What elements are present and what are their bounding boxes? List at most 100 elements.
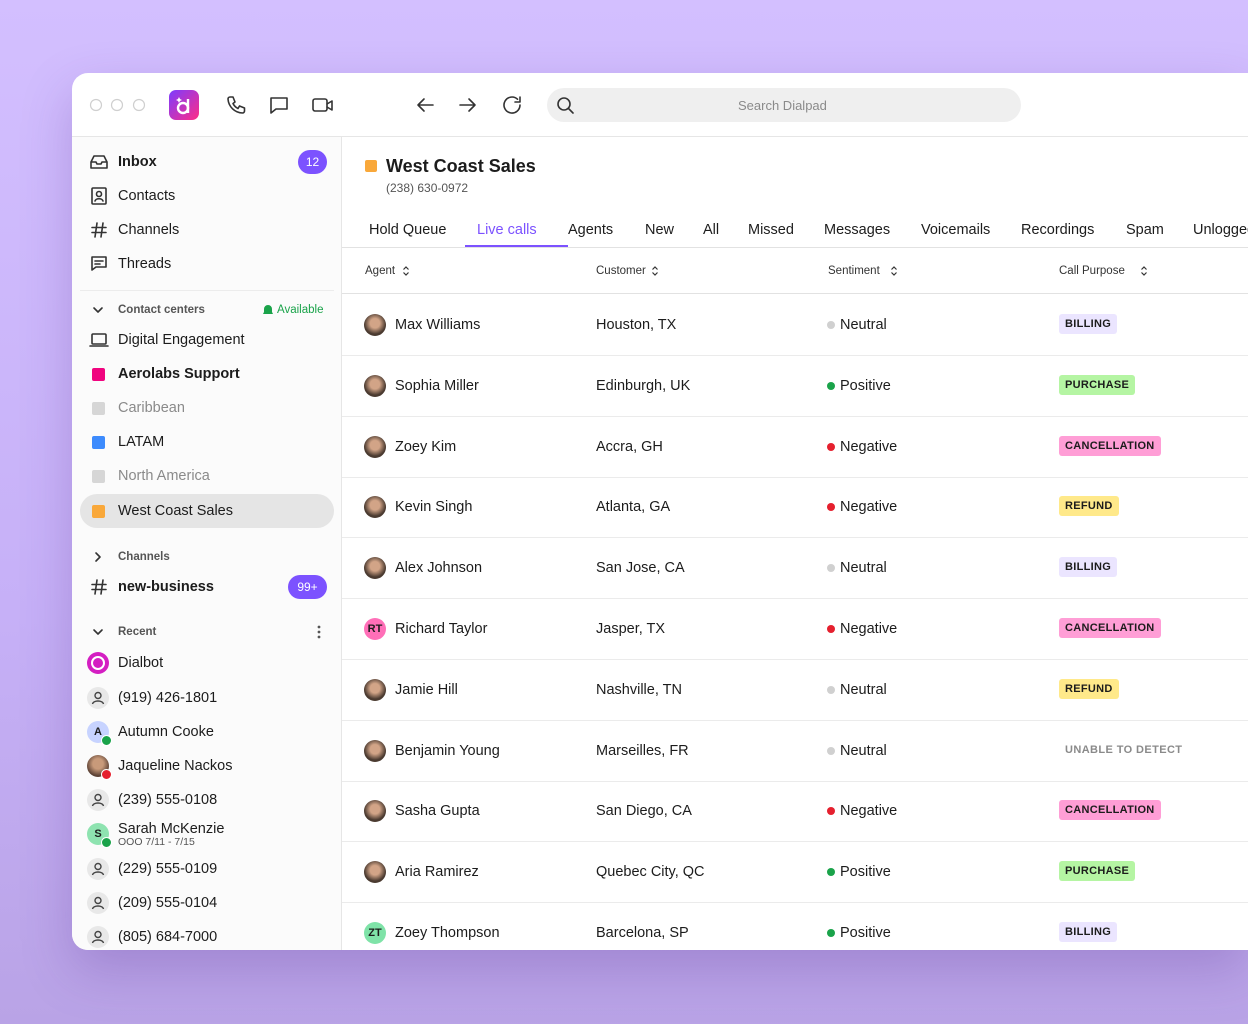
presence-dot	[101, 837, 112, 848]
row-divider	[342, 537, 1248, 539]
avatar	[87, 789, 109, 811]
row-divider	[342, 841, 1248, 843]
toolbar-divider	[72, 136, 1248, 137]
tabs-divider	[342, 247, 1248, 248]
row-divider	[342, 415, 1248, 417]
recent-label[interactable]: Sarah McKenzie	[118, 821, 225, 837]
row-divider	[342, 355, 1248, 356]
column-header[interactable]: Sentiment	[828, 265, 880, 277]
back-icon[interactable]	[414, 94, 436, 116]
nav-label[interactable]: Threads	[118, 256, 172, 272]
sentiment-dot	[827, 564, 835, 573]
tab[interactable]: Spam	[1126, 222, 1164, 238]
agent-name[interactable]: Max Williams	[395, 317, 481, 333]
window-control[interactable]	[132, 98, 146, 112]
column-header[interactable]: Agent	[365, 265, 396, 277]
agent-name[interactable]: Kevin Singh	[395, 499, 473, 516]
chevron[interactable]	[92, 304, 104, 316]
chevron[interactable]	[92, 551, 104, 563]
forward-icon[interactable]	[457, 94, 479, 116]
agent-name[interactable]: Zoey Thompson	[395, 925, 500, 941]
badge-count: 12	[305, 155, 320, 169]
nav-label[interactable]: Inbox	[118, 154, 157, 170]
tab[interactable]: Hold Queue	[369, 222, 447, 238]
sentiment: Negative	[840, 621, 898, 637]
agent-name[interactable]: Sophia Miller	[395, 377, 479, 394]
tab[interactable]: Messages	[824, 222, 891, 238]
agent-avatar	[364, 800, 386, 823]
recent-label[interactable]: (239) 555-0108	[118, 792, 218, 808]
sentiment-dot	[827, 929, 835, 937]
purpose-tag: BILLING	[1059, 557, 1118, 578]
customer: Accra, GH	[596, 438, 663, 455]
phone-icon[interactable]	[225, 94, 247, 116]
tab[interactable]: Unlogged	[1193, 222, 1248, 238]
hash-icon	[91, 579, 107, 595]
search-box[interactable]	[547, 88, 1021, 122]
presence-dot	[101, 769, 112, 780]
agent-name[interactable]: Aria Ramirez	[395, 864, 479, 881]
window-control[interactable]	[89, 98, 103, 112]
chevron[interactable]	[92, 626, 104, 638]
agent-name[interactable]: Sasha Gupta	[395, 803, 480, 820]
tab[interactable]: Agents	[568, 222, 614, 238]
agent-initials: RT	[367, 623, 383, 635]
color-square	[92, 470, 105, 483]
purpose-tag: PURCHASE	[1059, 374, 1136, 395]
more-icon[interactable]	[314, 625, 324, 639]
sentiment: Positive	[840, 864, 891, 881]
agent-name[interactable]: Alex Johnson	[395, 560, 483, 577]
nav-icon	[91, 256, 107, 271]
customer: Barcelona, SP	[596, 925, 689, 941]
nav-label[interactable]: Channels	[118, 222, 180, 238]
nav-label[interactable]: Contacts	[118, 188, 176, 204]
tab[interactable]: Live calls	[477, 222, 537, 238]
avatar	[87, 926, 109, 948]
contact-center-label[interactable]: North America	[118, 468, 210, 484]
agent-avatar	[364, 739, 386, 762]
recent-label[interactable]: (229) 555-0109	[118, 861, 218, 877]
color-square	[92, 505, 105, 518]
contact-center-label[interactable]: Digital Engagement	[118, 332, 245, 348]
column-header[interactable]: Call Purpose	[1059, 265, 1125, 277]
recent-label[interactable]: (209) 555-0104	[118, 895, 218, 911]
agent-name[interactable]: Jamie Hill	[395, 681, 458, 698]
recent-label[interactable]: (805) 684-7000	[118, 929, 218, 945]
recent-label[interactable]: Dialbot	[118, 655, 164, 671]
purpose-tag: CANCELLATION	[1059, 800, 1161, 821]
badge	[288, 575, 327, 599]
tab[interactable]: Recordings	[1021, 222, 1095, 238]
search-placeholder: Search Dialpad	[738, 98, 827, 113]
sentiment-dot	[827, 868, 835, 877]
contact-center-label[interactable]: Caribbean	[118, 400, 185, 416]
sentiment-dot	[827, 321, 835, 329]
agent-name[interactable]: Zoey Kim	[395, 438, 457, 455]
agent-avatar	[364, 314, 386, 336]
video-icon[interactable]	[311, 94, 335, 116]
customer: Marseilles, FR	[596, 742, 689, 759]
column-header[interactable]: Customer	[596, 265, 646, 277]
tab[interactable]: Missed	[748, 222, 794, 238]
logo-glyph	[176, 97, 190, 115]
recent-label[interactable]: (919) 426-1801	[118, 690, 218, 706]
chat-icon[interactable]	[268, 94, 290, 116]
reload-icon[interactable]	[501, 94, 523, 116]
tab[interactable]: New	[645, 222, 675, 238]
badge-count: 99+	[297, 580, 318, 594]
tab[interactable]: All	[703, 222, 720, 238]
customer: Edinburgh, UK	[596, 377, 691, 394]
agent-name[interactable]: Benjamin Young	[395, 742, 500, 759]
window-control[interactable]	[110, 98, 124, 112]
contact-center-label[interactable]: West Coast Sales	[118, 503, 233, 519]
contact-center-label[interactable]: Aerolabs Support	[118, 366, 240, 382]
contact-center-label[interactable]: LATAM	[118, 434, 165, 450]
recent-label[interactable]: Jaqueline Nackos	[118, 758, 233, 774]
sort-icon	[652, 266, 659, 276]
avatar-initials: S	[94, 828, 102, 840]
channel-label[interactable]: new-business	[118, 579, 214, 595]
agent-name[interactable]: Richard Taylor	[395, 621, 488, 637]
tab[interactable]: Voicemails	[921, 222, 991, 238]
purpose-tag: REFUND	[1059, 678, 1119, 699]
agent-avatar	[364, 922, 386, 944]
recent-label[interactable]: Autumn Cooke	[118, 724, 214, 740]
